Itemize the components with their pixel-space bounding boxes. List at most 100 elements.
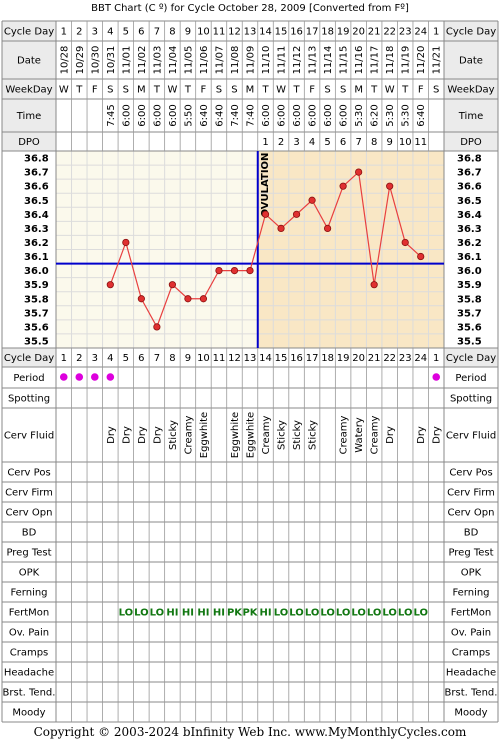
time-label: 6:00: [292, 104, 303, 126]
weekday-label: M: [246, 85, 255, 96]
fertmon-value: LO: [150, 608, 165, 619]
fertmon-value: LO: [274, 608, 289, 619]
weekday-label: T: [261, 85, 269, 96]
temperature-point: [355, 168, 363, 176]
fertmon-value: LO: [289, 608, 304, 619]
row-label-date: Date: [17, 56, 41, 67]
temp-tick-left: 36.8: [24, 154, 49, 165]
time-label: 6:00: [339, 104, 350, 126]
row-label-period-right: Period: [455, 373, 486, 384]
temperature-point: [230, 267, 239, 275]
weekday-label: T: [184, 85, 192, 96]
row-label-brst_tend-right: Brst. Tend.: [445, 688, 498, 699]
row-label-cerv_firm-right: Cerv Firm: [447, 488, 495, 499]
weekday-label: M: [354, 85, 363, 96]
temp-tick-right: 36.8: [457, 154, 482, 165]
cerv-fluid-value: Dry: [385, 426, 396, 444]
row-label-ov_pain: Ov. Pain: [9, 628, 49, 639]
cycle-day-number: 20: [352, 27, 365, 38]
row-label-moody: Moody: [12, 708, 45, 719]
cycle-day-number: 16: [290, 27, 303, 38]
cycle-day-number: 13: [244, 353, 257, 364]
cycle-day-number: 5: [123, 353, 129, 364]
cerv-fluid-value: Dry: [106, 426, 117, 444]
time-label: 6:20: [370, 104, 381, 126]
row-label-bd-right: BD: [464, 528, 479, 539]
cerv-fluid-value: Eggwhite: [230, 412, 241, 458]
weekday-label: W: [276, 85, 286, 96]
date-label: 11/03: [152, 46, 163, 75]
temperature-point: [122, 238, 130, 247]
cycle-day-number: 15: [275, 353, 288, 364]
date-label: 11/20: [416, 46, 427, 75]
row-label-bd: BD: [22, 528, 37, 539]
cycle-day-number: 12: [228, 27, 241, 38]
cycle-day-number: 21: [368, 353, 381, 364]
row-label-cycle_day: Cycle Day: [4, 27, 54, 38]
time-label: 6:00: [261, 104, 272, 126]
date-label: 11/12: [292, 46, 303, 75]
cerv-fluid-value: Watery: [354, 417, 365, 453]
cycle-day-number: 21: [368, 27, 381, 38]
date-label: 11/21: [432, 46, 443, 75]
date-label: 11/09: [246, 46, 257, 75]
cycle-day-number: 3: [92, 27, 98, 38]
temperature-point: [168, 281, 176, 289]
cycle-day-number: 20: [352, 353, 365, 364]
temperature-point: [153, 323, 161, 331]
temp-scale-right-bg: [444, 151, 498, 348]
dpo-label: 4: [309, 137, 315, 148]
temperature-point: [308, 196, 316, 204]
weekday-label: S: [324, 85, 330, 96]
time-label: 7:45: [106, 104, 117, 126]
temp-tick-right: 35.5: [457, 336, 482, 347]
fertmon-value: LO: [320, 608, 335, 619]
temp-tick-left: 36.4: [24, 210, 49, 221]
time-label: 7:40: [230, 104, 241, 126]
time-label: 6:00: [137, 104, 148, 126]
fertmon-value: PK: [227, 608, 243, 619]
cerv-fluid-value: Dry: [137, 426, 148, 444]
temperature-point: [277, 224, 285, 232]
temperature-point: [339, 182, 347, 190]
row-label-dpo: DPO: [18, 137, 40, 148]
cerv-fluid-value: Sticky: [277, 420, 288, 450]
cerv-fluid-value: Sticky: [292, 420, 303, 450]
temperature-point: [261, 210, 270, 218]
dpo-label: 3: [293, 137, 299, 148]
cycle-day-number: 3: [92, 353, 98, 364]
cycle-day-number: 7: [154, 27, 160, 38]
fertmon-value: HI: [259, 608, 271, 619]
temperature-point: [184, 295, 192, 303]
cycle-day-number: 23: [399, 353, 412, 364]
weekday-label: W: [385, 85, 395, 96]
date-label: 10/30: [90, 46, 101, 75]
temperature-point: [199, 295, 208, 303]
time-label: 5:30: [401, 104, 412, 126]
label-bg-right: [444, 348, 498, 367]
fertmon-value: LO: [382, 608, 397, 619]
fertmon-value: LO: [336, 608, 351, 619]
temp-tick-left: 35.5: [24, 336, 49, 347]
cycle-day-number: 17: [306, 353, 319, 364]
row-label-weekday-right: WeekDay: [447, 85, 494, 96]
weekday-label: T: [75, 85, 83, 96]
time-label: 6:00: [121, 104, 132, 126]
cycle-day-number: 8: [169, 27, 175, 38]
time-label: 5:50: [183, 104, 194, 126]
label-bg-left: [2, 132, 56, 151]
row-label-fertmon-right: FertMon: [451, 608, 491, 619]
fertmon-value: LO: [305, 608, 320, 619]
dpo-label: 11: [414, 137, 427, 148]
row-label-cerv_firm: Cerv Firm: [5, 488, 53, 499]
temperature-point: [323, 224, 332, 232]
row-label-spotting-right: Spotting: [450, 394, 492, 405]
weekday-label: S: [231, 85, 237, 96]
fertmon-value: LO: [351, 608, 366, 619]
cycle-day-number: 16: [290, 353, 303, 364]
temp-tick-right: 36.5: [457, 196, 482, 207]
row-label-fertmon: FertMon: [9, 608, 49, 619]
temp-tick-left: 36.7: [24, 168, 49, 179]
dpo-label: 8: [371, 137, 377, 148]
